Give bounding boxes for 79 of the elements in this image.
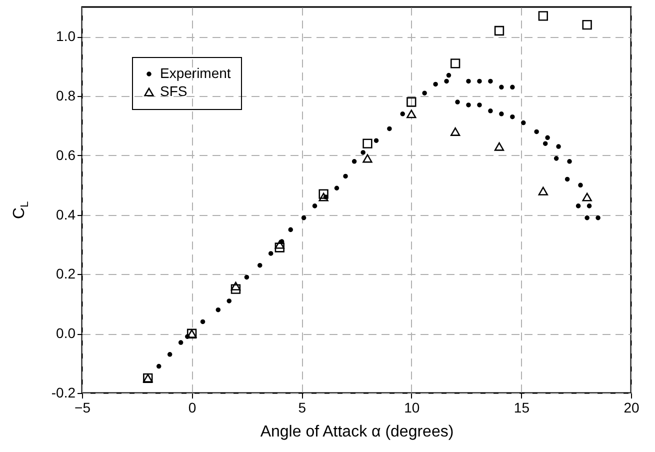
y-tick-label: 0.4 [56, 206, 76, 222]
point [466, 102, 471, 108]
point [488, 108, 493, 114]
point [556, 144, 561, 149]
x-tick-label: 5 [298, 400, 306, 416]
point [268, 251, 274, 256]
point [301, 215, 306, 220]
point [499, 84, 504, 90]
x-tick-label: 15 [514, 400, 530, 416]
point [312, 204, 318, 208]
point [288, 227, 293, 232]
point [230, 284, 241, 294]
y-tick-label: 0.8 [56, 88, 76, 104]
point [466, 78, 471, 84]
point [318, 189, 328, 199]
point [185, 334, 190, 339]
point [156, 364, 162, 369]
point [554, 156, 559, 161]
point [406, 97, 416, 107]
point [534, 129, 539, 134]
point [387, 126, 392, 132]
point [257, 262, 262, 268]
point [538, 11, 548, 21]
point [362, 138, 372, 148]
point [510, 114, 515, 120]
point [226, 298, 232, 304]
point [521, 120, 526, 126]
point [274, 242, 284, 252]
point [450, 127, 460, 136]
point [542, 141, 548, 146]
point [455, 100, 460, 104]
point [422, 90, 427, 96]
point [564, 176, 570, 182]
point [178, 340, 184, 345]
point [584, 215, 590, 220]
x-tick-label: −5 [74, 400, 91, 416]
point [477, 78, 482, 84]
point [499, 112, 504, 116]
x-axis-title: Angle of Attack α (degrees) [260, 424, 454, 440]
x-tick-label: 20 [624, 400, 640, 416]
point [477, 102, 482, 108]
point [567, 159, 572, 164]
point [343, 174, 348, 179]
x-tick-label: 10 [404, 400, 420, 416]
point [433, 82, 438, 87]
point [510, 84, 515, 90]
point [578, 182, 583, 188]
point [200, 319, 206, 324]
point [400, 112, 405, 116]
y-tick-label: 0.0 [56, 325, 76, 342]
point [545, 135, 550, 140]
point [582, 20, 592, 30]
point [362, 154, 372, 163]
point [444, 78, 449, 84]
point [586, 204, 592, 208]
point [352, 159, 357, 164]
legend-label: SFS [160, 83, 188, 99]
point [374, 138, 379, 143]
x-tick-label: 0 [188, 400, 196, 416]
legend-label: Experiment [160, 65, 231, 81]
point [244, 274, 250, 280]
point [494, 142, 504, 151]
point [538, 186, 548, 196]
point [406, 110, 416, 118]
point [216, 307, 221, 312]
point [167, 352, 172, 357]
point [596, 215, 600, 220]
point [446, 72, 452, 78]
y-tick-label: 0.6 [56, 146, 76, 163]
y-tick-label: 1.0 [56, 28, 76, 44]
point [576, 204, 581, 208]
point [494, 26, 504, 36]
point [360, 150, 366, 155]
point [488, 78, 493, 84]
point [450, 58, 460, 68]
point [334, 186, 340, 190]
y-tick-label: -0.2 [51, 384, 76, 400]
y-tick-label: 0.2 [56, 266, 76, 282]
point [582, 192, 592, 202]
